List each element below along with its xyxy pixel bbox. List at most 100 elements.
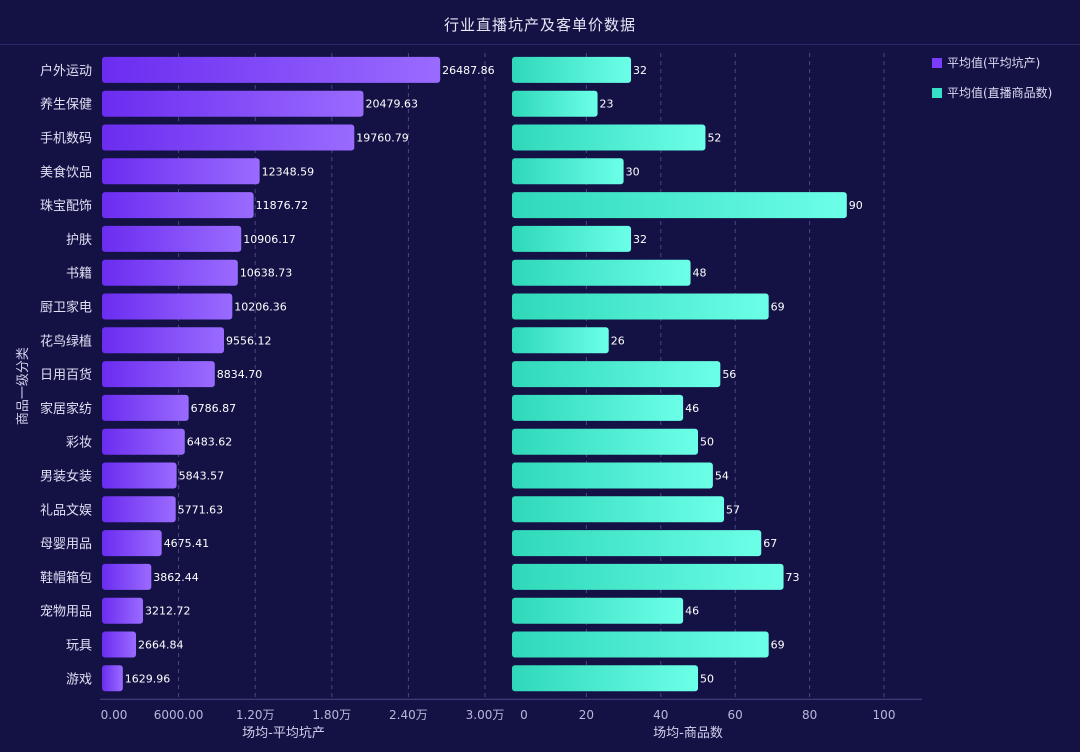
left-bar-value-label: 6483.62	[187, 436, 233, 449]
category-label: 日用百货	[40, 367, 92, 383]
left-x-axis-title: 场均-平均坑产	[242, 726, 325, 741]
category-label: 花鸟绿植	[40, 333, 92, 349]
right-x-tick-label: 40	[653, 708, 668, 722]
category-label: 母婴用品	[40, 537, 92, 552]
right-bar	[512, 225, 632, 252]
category-label: 家居家纺	[40, 401, 92, 417]
category-label: 美食饮品	[40, 164, 92, 180]
left-bar	[102, 631, 137, 658]
right-bar	[512, 665, 698, 692]
right-x-axis-title: 场均-商品数	[653, 726, 723, 741]
left-bar-value-label: 1629.96	[125, 672, 171, 685]
right-bar-value-label: 69	[771, 301, 785, 314]
right-bar-value-label: 90	[849, 199, 863, 212]
right-bar-value-label: 48	[693, 267, 707, 280]
title-divider	[0, 44, 1080, 45]
left-x-tick-label: 6000.00	[154, 708, 204, 722]
left-bar-value-label: 4675.41	[164, 537, 210, 550]
left-bar-value-label: 10906.17	[243, 233, 296, 246]
category-label: 户外运动	[40, 63, 92, 79]
left-bar	[102, 259, 238, 286]
left-bar-value-label: 9556.12	[226, 334, 272, 347]
right-bar-value-label: 23	[600, 98, 614, 111]
category-label: 书籍	[66, 266, 92, 282]
right-bar-value-label: 26	[611, 334, 625, 347]
left-bar	[102, 428, 185, 455]
category-label: 珠宝配饰	[40, 199, 92, 214]
legend-swatch-teal	[932, 87, 942, 98]
left-bar-value-label: 26487.86	[442, 64, 495, 77]
right-bar	[512, 158, 624, 185]
right-bar	[512, 90, 598, 117]
right-bar	[512, 327, 609, 354]
right-bar-value-label: 69	[771, 639, 785, 652]
left-bar	[102, 462, 177, 489]
category-label: 彩妆	[66, 436, 92, 451]
legend-label-avg-output: 平均值(平均坑产)	[947, 56, 1041, 70]
left-x-tick-label: 1.20万	[236, 708, 275, 722]
legend-item-avg-output[interactable]: 平均值(平均坑产)	[932, 54, 1040, 71]
y-axis-title: 商品一级分类	[16, 347, 31, 425]
right-bar	[512, 124, 706, 151]
right-x-tick-label: 100	[873, 708, 896, 722]
right-bar	[512, 563, 784, 590]
category-label: 游戏	[66, 672, 92, 687]
left-x-tick-label: 3.00万	[466, 708, 505, 722]
category-label: 手机数码	[40, 132, 92, 147]
category-label: 厨卫家电	[40, 300, 92, 316]
right-bar	[512, 394, 684, 421]
legend-label-avg-products: 平均值(直播商品数)	[947, 86, 1053, 100]
left-bar-value-label: 5843.57	[179, 470, 225, 483]
right-x-tick-label: 80	[802, 708, 817, 722]
right-bar-value-label: 73	[786, 571, 800, 584]
left-bar-value-label: 6786.87	[191, 402, 237, 415]
left-bar	[102, 496, 176, 523]
category-label: 男装女装	[40, 469, 92, 485]
left-bar-value-label: 12348.59	[262, 165, 315, 178]
right-x-tick-label: 0	[520, 708, 528, 722]
right-bar-value-label: 46	[685, 605, 699, 618]
left-bar-value-label: 10206.36	[234, 301, 287, 314]
left-bar	[102, 124, 355, 151]
right-bar-value-label: 32	[633, 233, 647, 246]
right-bar	[512, 428, 698, 455]
right-bar	[512, 56, 632, 83]
left-bar	[102, 597, 144, 624]
right-bar-value-label: 32	[633, 64, 647, 77]
right-bar-value-label: 54	[715, 470, 729, 483]
legend-swatch-purple	[932, 57, 942, 68]
right-bar	[512, 192, 847, 219]
left-bar-value-label: 19760.79	[356, 132, 409, 145]
right-bar	[512, 631, 769, 658]
category-label: 玩具	[66, 639, 92, 654]
left-bar	[102, 530, 162, 557]
left-x-tick-label: 0.00	[101, 708, 128, 722]
left-x-tick-label: 1.80万	[312, 708, 351, 722]
category-label: 养生保健	[40, 97, 92, 113]
right-bar	[512, 462, 713, 489]
right-bar	[512, 496, 725, 523]
right-x-tick-label: 60	[728, 708, 743, 722]
right-bar-value-label: 56	[722, 368, 736, 381]
right-bar-value-label: 46	[685, 402, 699, 415]
category-label: 礼品文娱	[40, 502, 92, 518]
right-bar	[512, 530, 762, 557]
legend-item-avg-products[interactable]: 平均值(直播商品数)	[932, 84, 1052, 101]
right-bar	[512, 259, 691, 286]
category-label: 鞋帽箱包	[40, 570, 92, 586]
left-bar	[102, 225, 242, 252]
left-bar	[102, 90, 364, 117]
left-x-tick-label: 2.40万	[389, 708, 428, 722]
left-bar-value-label: 20479.63	[365, 98, 418, 111]
left-bar	[102, 394, 189, 421]
right-bar	[512, 293, 769, 320]
right-bar-value-label: 50	[700, 672, 714, 685]
right-x-tick-label: 20	[579, 708, 594, 722]
left-bar	[102, 665, 123, 692]
right-bar-value-label: 57	[726, 503, 740, 516]
right-bar-value-label: 67	[763, 537, 777, 550]
left-bar-value-label: 3212.72	[145, 605, 191, 618]
